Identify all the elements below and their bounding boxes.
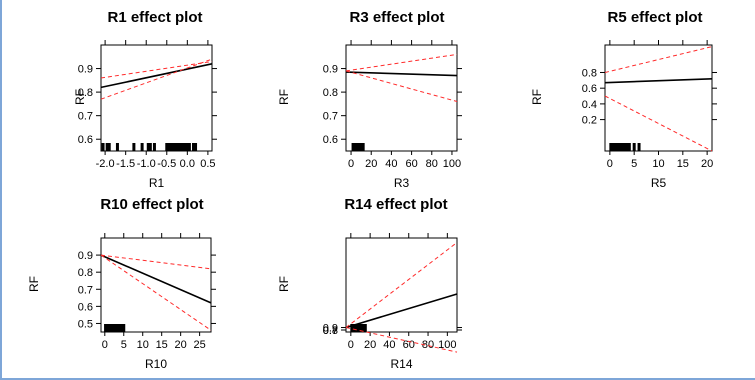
x-axis-label: R10 xyxy=(145,357,167,371)
x-axis-label: R14 xyxy=(390,357,412,371)
y-tick-label: 0.8 xyxy=(323,325,338,337)
x-tick-label: 0.0 xyxy=(180,158,195,170)
x-tick-label: 60 xyxy=(405,158,417,170)
y-tick-label: 0.7 xyxy=(323,325,338,337)
fit-line xyxy=(604,78,713,84)
y-tick-label: 0.9 xyxy=(78,64,93,76)
x-tick-label: 10 xyxy=(137,339,149,351)
y-tick-label: 0.6 xyxy=(78,301,93,313)
x-tick-label: 20 xyxy=(701,158,713,170)
y-tick-label: 0.6 xyxy=(582,83,597,95)
confidence-band-line xyxy=(604,95,713,152)
y-tick-label: 0.8 xyxy=(78,87,93,99)
confidence-band-line xyxy=(100,58,213,100)
plot-title: R14 effect plot xyxy=(344,196,447,213)
plot-box xyxy=(604,44,713,152)
y-axis-label: RF xyxy=(73,89,87,105)
y-axis-label: RF xyxy=(277,89,291,105)
fit-line xyxy=(345,71,458,77)
confidence-band-line xyxy=(345,53,458,72)
confidence-band-line xyxy=(100,254,212,270)
y-tick-label: 0.7 xyxy=(78,111,93,123)
y-tick-label: 0.9 xyxy=(78,250,93,262)
plot-box xyxy=(100,44,213,152)
x-tick-label: -0.5 xyxy=(157,158,176,170)
y-tick-label: 0.7 xyxy=(78,284,93,296)
x-tick-label: -2.0 xyxy=(96,158,115,170)
x-tick-label: 0 xyxy=(102,339,108,351)
y-axis-label: RF xyxy=(27,276,41,292)
effect-plot-5: R14 effect plot 0 20 40 60 80 100 0.90.80.7 R14 R… xyxy=(277,196,462,371)
x-tick-label: 80 xyxy=(426,158,438,170)
x-tick-label: 0 xyxy=(348,339,354,351)
confidence-band-line xyxy=(345,242,458,328)
fit-line xyxy=(345,293,458,329)
effect-plot-4: R10 effect plot 0 5 10 15 20 25 0.9 0.8 0.7 0.6 0.5… xyxy=(27,196,216,371)
x-tick-label: 20 xyxy=(365,158,377,170)
x-tick-label: 10 xyxy=(652,158,664,170)
x-tick-label: 0 xyxy=(348,158,354,170)
plot-title: R10 effect plot xyxy=(100,196,203,213)
plot-title: R5 effect plot xyxy=(607,9,702,26)
fit-line xyxy=(100,63,213,89)
y-tick-label: 0.4 xyxy=(582,99,597,111)
x-axis-label: R1 xyxy=(149,176,165,190)
effect-plot-1: R1 effect plot -2.0 -1.5 -1.0 -0.5 0.0 0.5 0.9 0… xyxy=(73,9,217,190)
x-tick-label: 100 xyxy=(438,339,456,351)
x-axis-label: R3 xyxy=(394,176,410,190)
confidence-band-line xyxy=(100,254,212,331)
confidence-band-line xyxy=(345,70,458,102)
plot-title: R1 effect plot xyxy=(107,9,202,26)
y-tick-label: 0.6 xyxy=(78,134,93,146)
y-tick-label: 0.6 xyxy=(323,134,338,146)
confidence-band-line xyxy=(345,327,458,353)
x-tick-label: 5 xyxy=(121,339,127,351)
fit-line xyxy=(100,254,212,304)
y-tick-label: 0.5 xyxy=(78,318,93,330)
x-tick-label: 100 xyxy=(443,158,461,170)
x-tick-label: 80 xyxy=(422,339,434,351)
x-tick-label: 15 xyxy=(156,339,168,351)
effect-plot-3: R5 effect plot 0 5 10 15 20 0.8 0.6 0.4 0.2 R5 RF xyxy=(530,9,717,190)
x-tick-label: 15 xyxy=(677,158,689,170)
y-tick-label: 0.8 xyxy=(78,267,93,279)
x-tick-label: 40 xyxy=(385,158,397,170)
x-tick-label: 20 xyxy=(364,339,376,351)
x-tick-label: -1.5 xyxy=(116,158,135,170)
y-axis-label: RF xyxy=(530,89,544,105)
plot-box xyxy=(100,237,212,333)
y-tick-label: 0.8 xyxy=(323,87,338,99)
x-tick-label: 20 xyxy=(175,339,187,351)
plot-box xyxy=(345,237,458,333)
y-tick-label: 0.2 xyxy=(582,115,597,127)
y-tick-label: 0.9 xyxy=(323,323,338,335)
x-tick-label: 0 xyxy=(607,158,613,170)
effect-plot-2: R3 effect plot 0 20 40 60 80 100 0.9 0.8 0.7 0.6 R3… xyxy=(277,9,462,190)
x-tick-label: 40 xyxy=(383,339,395,351)
confidence-band-line xyxy=(100,61,213,79)
y-tick-label: 0.8 xyxy=(582,67,597,79)
x-tick-label: 5 xyxy=(631,158,637,170)
x-tick-label: 25 xyxy=(193,339,205,351)
plot-box xyxy=(345,44,458,152)
x-tick-label: -1.0 xyxy=(137,158,156,170)
confidence-band-line xyxy=(604,46,713,73)
x-tick-label: 60 xyxy=(403,339,415,351)
x-tick-label: 0.5 xyxy=(200,158,215,170)
y-tick-label: 0.7 xyxy=(323,111,338,123)
y-tick-label: 0.9 xyxy=(323,64,338,76)
plot-title: R3 effect plot xyxy=(349,9,444,26)
x-axis-label: R5 xyxy=(651,176,667,190)
y-axis-label: RF xyxy=(277,276,291,292)
